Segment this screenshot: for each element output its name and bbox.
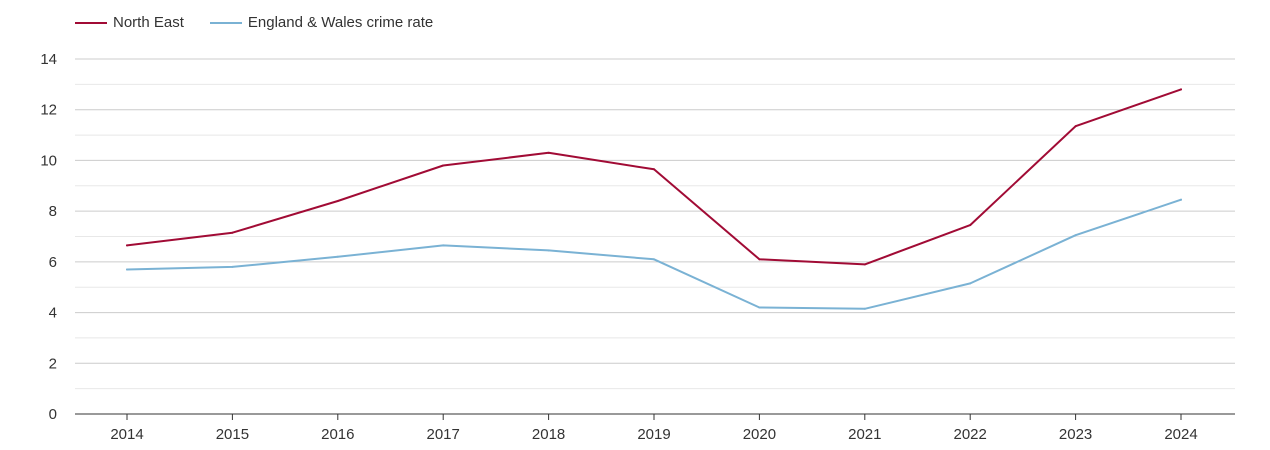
- gridlines: [75, 58, 1235, 390]
- data-point-england-wales: [442, 244, 445, 247]
- data-point-england-wales: [1180, 198, 1182, 201]
- x-tick-label: 2014: [110, 426, 143, 443]
- data-point-england-wales: [863, 307, 866, 310]
- x-tick-label: 2019: [637, 426, 670, 443]
- data-point-england-wales: [126, 268, 128, 271]
- data-point-england-wales: [547, 249, 550, 252]
- y-tick-label: 10: [40, 152, 57, 169]
- data-point-north-east: [969, 224, 972, 227]
- x-tick-label: 2017: [427, 426, 460, 443]
- x-tick-label: 2022: [954, 426, 987, 443]
- x-tick-label: 2018: [532, 426, 565, 443]
- legend-label-north-east: North East: [113, 14, 184, 31]
- legend: North East England & Wales crime rate: [75, 14, 459, 31]
- data-point-england-wales: [653, 258, 655, 261]
- y-tick-label: 14: [40, 51, 57, 68]
- legend-item-north-east[interactable]: North East: [75, 14, 184, 31]
- legend-swatch-england-wales: [209, 21, 242, 24]
- y-axis: 0 2 4 6 8 10 12 14: [40, 51, 57, 423]
- data-point-north-east: [547, 151, 550, 154]
- y-tick-label: 12: [40, 102, 57, 119]
- x-tick-label: 2024: [1164, 426, 1197, 443]
- legend-item-england-wales[interactable]: England & Wales crime rate: [209, 14, 434, 31]
- data-point-england-wales: [969, 282, 972, 285]
- series-line-north-east: [126, 88, 1182, 266]
- data-point-england-wales: [758, 306, 761, 309]
- x-tick-label: 2023: [1059, 426, 1092, 443]
- y-tick-label: 4: [49, 305, 57, 322]
- x-axis: 2014 2015 2016 2017 2018 2019 2020 2021 2022 2023…: [110, 414, 1198, 443]
- data-point-north-east: [231, 231, 234, 234]
- data-point-england-wales: [231, 265, 234, 268]
- data-point-north-east: [863, 263, 866, 266]
- x-tick-label: 2020: [743, 426, 776, 443]
- legend-label-england-wales: England & Wales crime rate: [247, 14, 434, 31]
- y-tick-label: 6: [49, 254, 57, 271]
- data-point-north-east: [126, 244, 128, 247]
- x-tick-label: 2015: [216, 426, 249, 443]
- data-point-england-wales: [1074, 234, 1077, 237]
- x-tick-label: 2016: [321, 426, 354, 443]
- data-point-north-east: [442, 164, 445, 167]
- series-england-wales: [126, 198, 1182, 310]
- data-point-england-wales: [336, 255, 339, 258]
- data-point-north-east: [653, 168, 655, 171]
- y-tick-label: 2: [49, 355, 57, 372]
- data-point-north-east: [1074, 125, 1077, 128]
- data-point-north-east: [1180, 88, 1182, 91]
- data-point-north-east: [758, 258, 761, 261]
- y-tick-label: 8: [49, 203, 57, 220]
- y-tick-label: 0: [49, 406, 57, 423]
- legend-swatch-north-east: [75, 21, 107, 24]
- series-north-east: [126, 88, 1182, 266]
- x-tick-label: 2021: [848, 426, 881, 443]
- data-point-north-east: [336, 200, 339, 202]
